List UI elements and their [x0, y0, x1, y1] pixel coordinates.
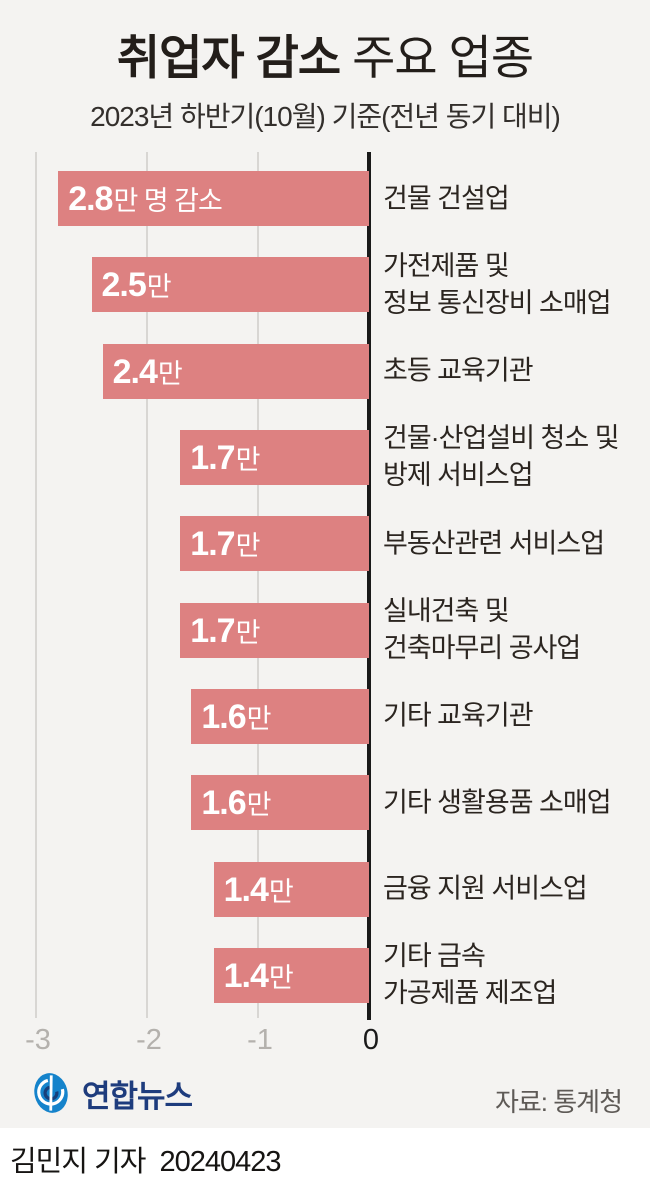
- category-label: 건물 건설업: [383, 183, 510, 214]
- category-label: 건물·산업설비 청소 및 방제 서비스업: [383, 423, 620, 490]
- bar-row: 1.4 만: [213, 862, 369, 917]
- bar-row: 1.4 만: [213, 948, 369, 1003]
- bar-chart: 2.8 만 명 감소 2.5 만 2.4 만 1.7 만 1.7 만 1.7 만 1.6 만 …: [25, 152, 620, 1056]
- category-label: 가전제품 및 정보 통신장비 소매업: [383, 251, 612, 318]
- bar-row: 1.6 만: [191, 775, 369, 830]
- bar-value-label: 1.4 만: [223, 870, 294, 909]
- bar-value-label: 1.7 만: [190, 611, 260, 650]
- yonhap-wordmark: 연합뉴스: [82, 1078, 193, 1114]
- bar-value-label: 1.6 만: [201, 697, 271, 736]
- bar-value-label: 2.5 만: [101, 265, 172, 304]
- source-label: 자료: 통계청: [494, 1087, 623, 1117]
- bar-value-label: 1.4 만: [223, 956, 294, 995]
- axis-tick-label-zero: 0: [362, 1024, 380, 1056]
- title-rest: 주요 업종: [352, 31, 534, 84]
- axis-tick-label: -3: [25, 1024, 51, 1056]
- zero-axis-line: [367, 152, 371, 1020]
- bar-row: 1.7 만: [180, 516, 369, 571]
- bar-value-label: 1.7 만: [190, 524, 260, 563]
- bar-row: 1.7 만: [180, 430, 369, 485]
- subtitle: 2023년 하반기(10월) 기준(전년 동기 대비): [90, 101, 561, 132]
- axis-tick-label: -1: [247, 1024, 273, 1056]
- chart-area: 취업자 감소 주요 업종 2023년 하반기(10월) 기준(전년 동기 대비)…: [0, 0, 650, 1128]
- category-label: 금융 지원 서비스업: [383, 873, 588, 904]
- title-emphasis: 취업자 감소: [116, 31, 341, 84]
- gridline-minus1: [257, 152, 259, 1018]
- bar-value-label: 1.7 만: [190, 438, 260, 477]
- gridline-minus3: [35, 152, 37, 1018]
- page-title: 취업자 감소 주요 업종: [0, 30, 650, 86]
- yonhap-logo-icon: [34, 1073, 68, 1113]
- category-label: 기타 금속 가공제품 제조업: [383, 941, 557, 1008]
- category-label: 기타 생활용품 소매업: [383, 787, 612, 818]
- bar-row: 2.4 만: [102, 344, 369, 399]
- category-label: 실내건축 및 건축마무리 공사업: [383, 596, 581, 663]
- bar-value-label: 1.6 만: [201, 783, 271, 822]
- credit-strip: 김민지 기자 20240423: [0, 1128, 650, 1191]
- yonhap-logo: 연합뉴스: [28, 1070, 193, 1116]
- category-label: 초등 교육기관: [383, 355, 534, 386]
- axis-tick-label: -2: [136, 1024, 162, 1056]
- credit-date: 20240423: [159, 1145, 281, 1178]
- gridline-minus2: [146, 152, 148, 1018]
- reporter-credit: 김민지 기자 20240423: [10, 1145, 282, 1178]
- bar-row: 1.7 만: [180, 603, 369, 658]
- category-label: 부동산관련 서비스업: [383, 528, 605, 559]
- bar-row: 2.8 만 명 감소: [58, 171, 369, 226]
- bar-row: 1.6 만: [191, 689, 369, 744]
- bar-value-label: 2.8 만 명 감소: [68, 179, 223, 218]
- bar-value-label: 2.4 만: [112, 352, 183, 391]
- category-label: 기타 교육기관: [383, 700, 534, 731]
- bar-row: 2.5 만: [91, 257, 369, 312]
